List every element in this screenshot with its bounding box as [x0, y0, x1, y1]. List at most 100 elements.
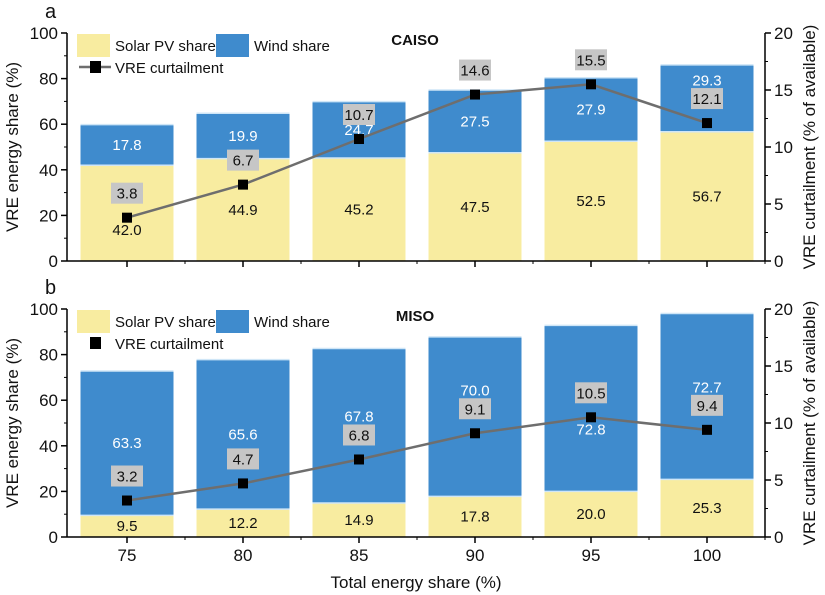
solar-bar — [428, 152, 522, 261]
curtailment-value-label: 9.1 — [465, 401, 486, 418]
wind-value-label: 65.6 — [228, 426, 257, 443]
curtailment-line — [126, 416, 708, 502]
solar-value-label: 20.0 — [576, 506, 605, 523]
chart-title: CAISO — [391, 32, 439, 49]
curtailment-label-box — [111, 465, 143, 487]
solar-bar — [312, 157, 406, 261]
y-tick-label: 40 — [39, 161, 58, 180]
wind-value-label: 72.8 — [576, 421, 605, 438]
curtailment-label-box — [111, 182, 143, 204]
solar-value-label: 52.5 — [576, 193, 605, 210]
curtailment-value-label: 10.7 — [344, 107, 373, 124]
x-tick-label: 80 — [234, 546, 253, 565]
solar-value-label: 9.5 — [117, 518, 138, 535]
curtailment-label-box — [459, 59, 491, 81]
y2-tick-label: 10 — [774, 138, 793, 157]
legend-label-wind: Wind share — [254, 314, 330, 331]
wind-value-label: 17.8 — [112, 137, 141, 154]
curtailment-value-label: 10.5 — [576, 385, 605, 402]
curtailment-label-box — [227, 448, 259, 470]
wind-value-label: 27.9 — [576, 101, 605, 118]
curtailment-marker — [238, 179, 248, 190]
curtailment-value-label: 6.7 — [233, 153, 254, 170]
solar-bar — [80, 515, 174, 537]
solar-value-label: 47.5 — [460, 199, 489, 216]
solar-value-label: 44.9 — [228, 202, 257, 219]
x-tick-label: 90 — [466, 546, 485, 565]
legend-marker-curtailment — [90, 337, 101, 349]
curtailment-marker — [122, 495, 132, 506]
y2-tick-label: 0 — [774, 252, 783, 271]
wind-value-label: 27.5 — [460, 113, 489, 130]
x-tick-label: 85 — [350, 546, 369, 565]
curtailment-value-label: 9.4 — [697, 398, 718, 415]
y2-tick-label: 5 — [774, 471, 783, 490]
curtailment-marker — [238, 478, 248, 489]
curtailment-marker — [702, 424, 712, 435]
y2-axis-label: VRE curtailment (% of available) — [800, 301, 819, 546]
y2-tick-label: 15 — [774, 357, 793, 376]
wind-value-label: 67.8 — [344, 409, 373, 426]
curtailment-value-label: 14.6 — [460, 63, 489, 80]
y2-tick-label: 20 — [774, 300, 793, 319]
legend-marker-curtailment — [90, 61, 101, 73]
solar-value-label: 17.8 — [460, 509, 489, 526]
y-tick-label: 60 — [39, 391, 58, 410]
y-tick-label: 100 — [30, 24, 58, 43]
legend-label-solar: Solar PV share — [115, 314, 216, 331]
wind-bar — [544, 325, 638, 492]
y-tick-label: 20 — [39, 482, 58, 501]
y-tick-label: 0 — [49, 252, 58, 271]
solar-bar — [312, 503, 406, 537]
chart-title: MISO — [396, 308, 435, 325]
curtailment-marker — [702, 118, 712, 129]
x-tick-label: 100 — [693, 546, 721, 565]
curtailment-value-label: 4.7 — [233, 451, 254, 468]
y-tick-label: 60 — [39, 115, 58, 134]
y2-axis-label: VRE curtailment (% of available) — [800, 25, 819, 270]
curtailment-label-box — [691, 394, 723, 416]
curtailment-value-label: 3.8 — [117, 186, 138, 203]
curtailment-label-box — [459, 398, 491, 420]
curtailment-label-box — [691, 88, 723, 110]
curtailment-label-box — [227, 149, 259, 171]
curtailment-line — [126, 83, 708, 219]
y-axis-label: VRE energy share (%) — [3, 62, 22, 232]
solar-bar — [544, 491, 638, 537]
curtailment-marker — [354, 454, 364, 465]
curtailment-marker — [122, 212, 132, 223]
legend-label-curtailment: VRE curtailment — [115, 336, 224, 353]
curtailment-marker — [354, 134, 364, 145]
x-tick-label: 75 — [118, 546, 137, 565]
y-tick-label: 80 — [39, 346, 58, 365]
panel-label: a — [45, 1, 57, 23]
wind-value-label: 72.7 — [692, 379, 721, 396]
solar-value-label: 56.7 — [692, 188, 721, 205]
solar-bar — [196, 158, 290, 261]
legend-label-solar: Solar PV share — [115, 38, 216, 55]
y2-tick-label: 5 — [774, 195, 783, 214]
legend-swatch-solar — [77, 310, 110, 333]
curtailment-marker — [586, 412, 596, 423]
curtailment-marker — [470, 89, 480, 100]
legend-swatch-wind — [216, 34, 249, 57]
curtailment-label-box — [575, 382, 607, 404]
solar-bar — [660, 479, 754, 537]
wind-value-label: 63.3 — [112, 435, 141, 452]
wind-bar — [428, 90, 522, 153]
y-tick-label: 80 — [39, 70, 58, 89]
solar-value-label: 12.2 — [228, 515, 257, 532]
solar-value-label: 45.2 — [344, 201, 373, 218]
curtailment-value-label: 15.5 — [576, 52, 605, 69]
curtailment-value-label: 6.8 — [349, 427, 370, 444]
y-tick-label: 20 — [39, 206, 58, 225]
wind-bar — [80, 124, 174, 166]
y-tick-label: 0 — [49, 528, 58, 547]
legend-label-wind: Wind share — [254, 38, 330, 55]
solar-bar — [428, 496, 522, 537]
wind-value-label: 19.9 — [228, 128, 257, 145]
legend-swatch-wind — [216, 310, 249, 333]
curtailment-label-box — [575, 49, 607, 71]
y2-tick-label: 15 — [774, 81, 793, 100]
solar-bar — [196, 509, 290, 537]
